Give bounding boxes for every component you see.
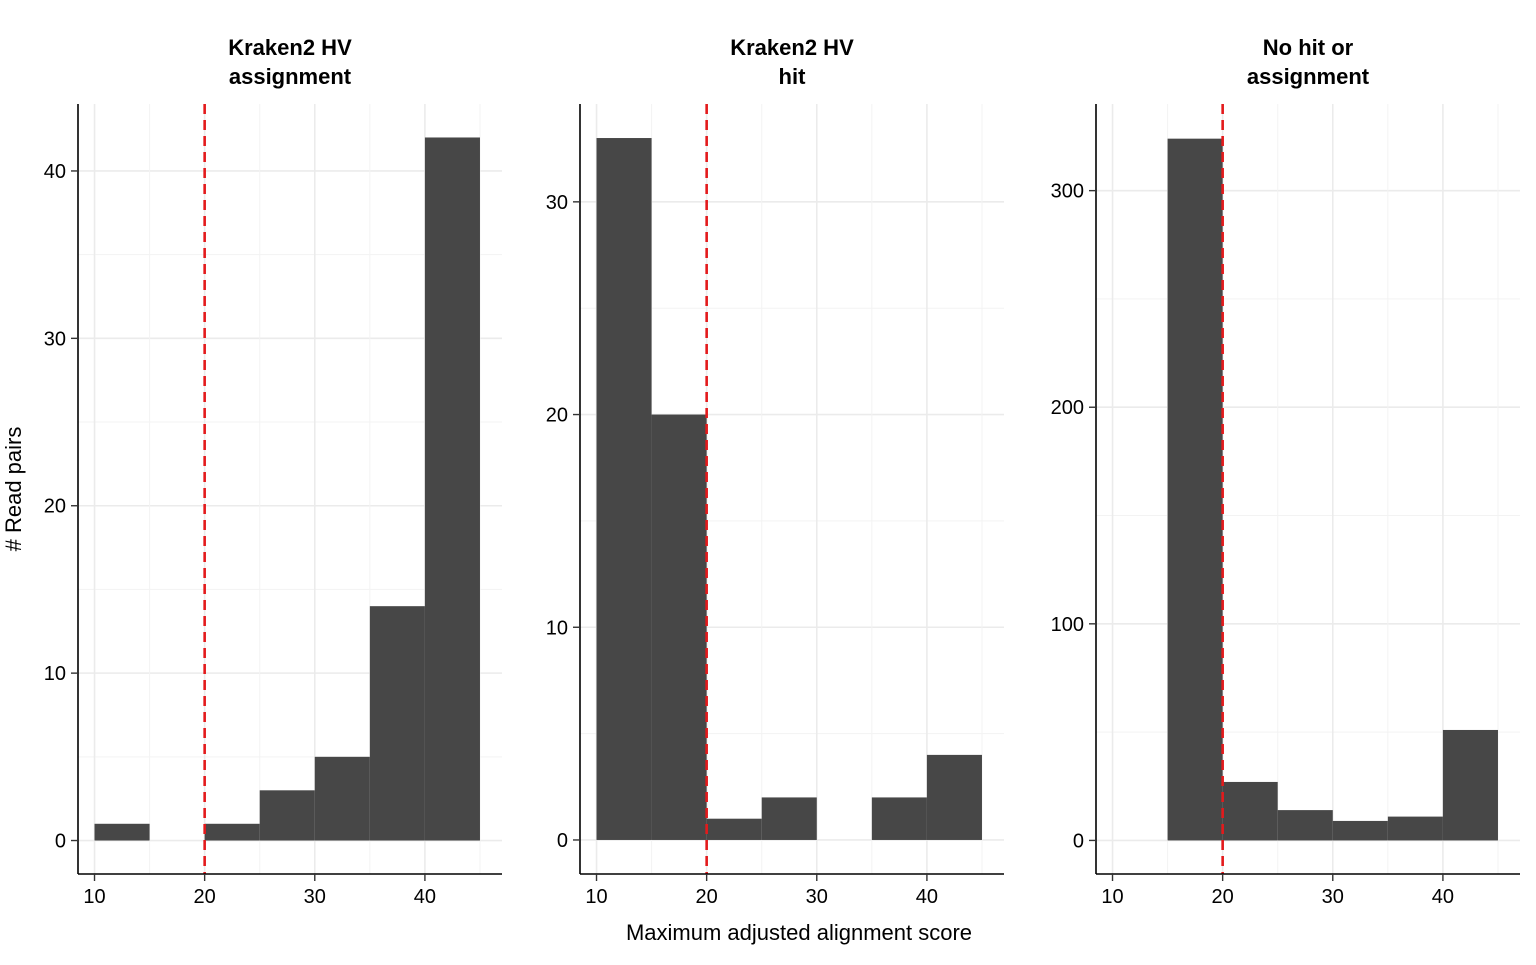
histogram-bar xyxy=(1167,138,1223,841)
y-tick-label: 0 xyxy=(55,831,66,853)
histogram-bar xyxy=(926,754,982,840)
histogram-bar xyxy=(651,414,707,840)
histogram-bar xyxy=(596,138,652,840)
x-tick-label: 20 xyxy=(194,886,216,908)
x-axis-title: Maximum adjusted alignment score xyxy=(626,920,972,945)
x-tick-label: 40 xyxy=(916,886,938,908)
y-tick-label: 200 xyxy=(1051,397,1084,419)
facet-title: assignment xyxy=(1247,64,1370,89)
histogram-bar xyxy=(314,756,370,841)
y-tick-label: 10 xyxy=(546,617,568,639)
histogram-bar xyxy=(1387,816,1443,841)
x-tick-label: 40 xyxy=(1432,886,1454,908)
histogram-bar xyxy=(94,823,150,841)
y-tick-label: 30 xyxy=(546,192,568,214)
facet-title: No hit or xyxy=(1263,35,1354,60)
histogram-bar xyxy=(259,790,315,841)
y-axis-title: # Read pairs xyxy=(1,427,26,552)
y-tick-label: 20 xyxy=(546,405,568,427)
y-tick-label: 100 xyxy=(1051,614,1084,636)
histogram-bar xyxy=(761,797,817,840)
y-tick-label: 300 xyxy=(1051,181,1084,203)
histogram-bar xyxy=(204,823,260,841)
x-tick-label: 30 xyxy=(806,886,828,908)
y-tick-label: 20 xyxy=(44,496,66,518)
histogram-bar xyxy=(369,606,425,841)
x-tick-label: 40 xyxy=(414,886,436,908)
y-tick-label: 40 xyxy=(44,161,66,183)
facet-title: assignment xyxy=(229,64,352,89)
x-tick-label: 10 xyxy=(1101,886,1123,908)
y-tick-label: 30 xyxy=(44,328,66,350)
x-tick-label: 10 xyxy=(83,886,105,908)
y-tick-label: 10 xyxy=(44,663,66,685)
facet-title: Kraken2 HV xyxy=(730,35,854,60)
x-tick-label: 20 xyxy=(1212,886,1234,908)
y-tick-label: 0 xyxy=(1073,830,1084,852)
y-tick-label: 0 xyxy=(557,830,568,852)
histogram-bar xyxy=(424,137,480,841)
histogram-bar xyxy=(1442,729,1498,841)
histogram-bar xyxy=(871,797,927,840)
x-tick-label: 20 xyxy=(696,886,718,908)
facet-title: hit xyxy=(779,64,807,89)
x-tick-label: 30 xyxy=(304,886,326,908)
x-tick-label: 30 xyxy=(1322,886,1344,908)
histogram-bar xyxy=(706,818,762,840)
x-tick-label: 10 xyxy=(585,886,607,908)
histogram-bar xyxy=(1277,810,1333,841)
histogram-bar xyxy=(1332,820,1388,841)
facet-title: Kraken2 HV xyxy=(228,35,352,60)
histogram-bar xyxy=(1222,781,1278,841)
